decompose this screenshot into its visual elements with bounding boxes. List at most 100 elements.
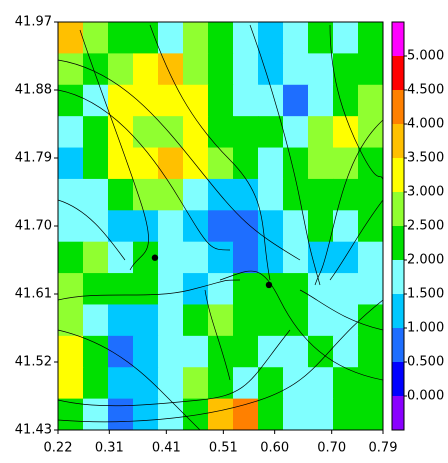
- streamline: [58, 279, 241, 301]
- cell: [208, 147, 234, 180]
- y-tick-label: 41.88: [15, 83, 52, 98]
- cell: [283, 116, 309, 149]
- cell: [58, 210, 84, 243]
- cell: [108, 273, 134, 305]
- cell: [133, 84, 159, 117]
- cell: [133, 210, 159, 243]
- cell: [158, 84, 184, 117]
- cell: [108, 367, 134, 400]
- cell: [83, 22, 109, 54]
- cell: [258, 53, 284, 86]
- cell: [333, 53, 359, 86]
- colorbar-segment: [392, 158, 404, 192]
- cell: [83, 178, 109, 211]
- cell: [258, 335, 284, 368]
- colorbar-segment: [392, 260, 404, 294]
- cell: [358, 241, 383, 274]
- cell: [258, 147, 284, 180]
- cell: [83, 241, 109, 274]
- cell: [58, 398, 84, 430]
- x-tick-label: 0.51: [209, 441, 238, 456]
- streamline: [204, 289, 231, 381]
- cell: [83, 147, 109, 180]
- cell: [283, 22, 309, 54]
- cell: [358, 273, 383, 305]
- cell: [183, 178, 209, 211]
- cell: [183, 210, 209, 243]
- cell: [158, 304, 184, 337]
- colorbar-label: 2.000: [407, 253, 444, 268]
- cell: [58, 367, 84, 400]
- cell: [333, 241, 359, 274]
- cell: [58, 84, 84, 117]
- streamline: [79, 29, 149, 271]
- cell: [358, 22, 383, 54]
- y-tick-label: 41.97: [15, 15, 52, 30]
- cell: [258, 84, 284, 117]
- streamline: [299, 289, 383, 331]
- cell: [233, 367, 259, 400]
- cell: [158, 335, 184, 368]
- cell: [108, 304, 134, 337]
- cell: [283, 84, 309, 117]
- cell: [233, 116, 259, 149]
- cell: [308, 22, 334, 54]
- cell: [233, 84, 259, 117]
- cell: [258, 178, 284, 211]
- cell: [83, 210, 109, 243]
- cell: [283, 304, 309, 337]
- colorbar-label: 1.500: [407, 287, 444, 302]
- cell: [183, 335, 209, 368]
- streamline: [58, 199, 126, 261]
- colorbar-segment: [392, 124, 404, 158]
- colorbar-segment: [392, 328, 404, 362]
- cell: [333, 335, 359, 368]
- cell: [283, 147, 309, 180]
- streamline: [314, 119, 383, 286]
- y-tick-label: 41.79: [15, 151, 52, 166]
- point: [265, 281, 273, 289]
- cell: [333, 210, 359, 243]
- colorbar-segment: [392, 192, 404, 226]
- cell: [183, 84, 209, 117]
- streamline: [58, 299, 383, 423]
- cell: [358, 398, 383, 430]
- cell: [58, 335, 84, 368]
- cell: [233, 273, 259, 305]
- cell: [308, 210, 334, 243]
- cell: [208, 210, 234, 243]
- cell: [108, 147, 134, 180]
- cell: [233, 210, 259, 243]
- cell: [133, 178, 159, 211]
- cell: [133, 335, 159, 368]
- cell: [308, 116, 334, 149]
- cell: [233, 178, 259, 211]
- cell: [208, 116, 234, 149]
- cell: [233, 335, 259, 368]
- cell: [158, 210, 184, 243]
- cell: [158, 53, 184, 86]
- x-tick-label: 0.60: [260, 441, 289, 456]
- colorbar-label: 0.500: [407, 355, 444, 370]
- x-tick-label: 0.41: [152, 441, 181, 456]
- cell: [133, 398, 159, 430]
- cell: [333, 273, 359, 305]
- colorbar-label: 2.500: [407, 219, 444, 234]
- streamline: [149, 24, 271, 281]
- cell: [83, 53, 109, 86]
- cell: [283, 398, 309, 430]
- cell: [108, 210, 134, 243]
- field: [58, 22, 383, 430]
- cell: [233, 241, 259, 274]
- colorbar-label: 3.000: [407, 185, 444, 200]
- streamlines: [58, 24, 383, 430]
- cell: [283, 178, 309, 211]
- cell: [83, 335, 109, 368]
- cell: [158, 116, 184, 149]
- cell: [358, 116, 383, 149]
- cell: [308, 304, 334, 337]
- cell: [333, 147, 359, 180]
- cell: [333, 178, 359, 211]
- colorbar-segment: [392, 294, 404, 328]
